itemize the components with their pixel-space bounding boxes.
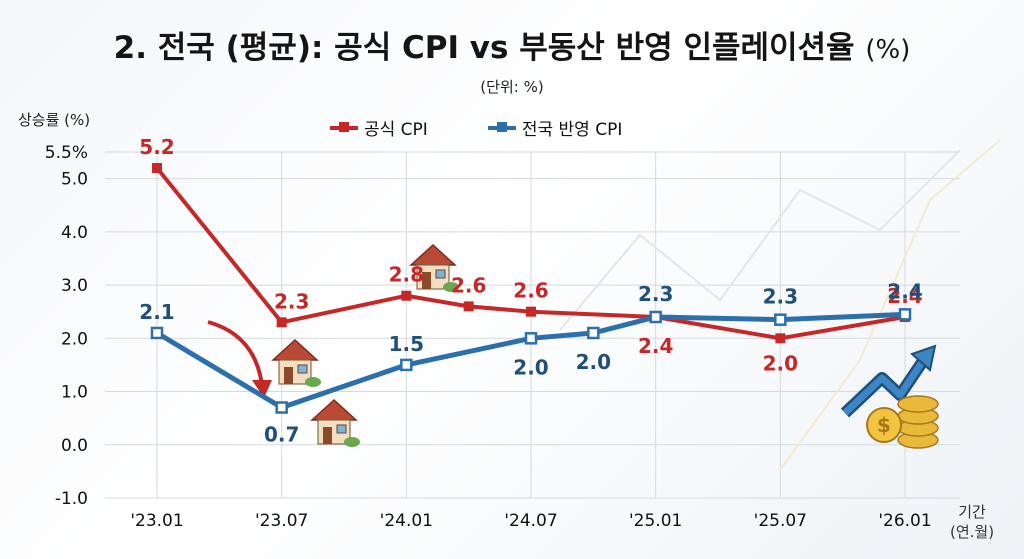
data-label: 5.2 — [139, 135, 174, 159]
x-axis-label-line2: (연.월) — [950, 523, 995, 541]
data-label: 0.7 — [264, 423, 299, 447]
y-tick-label: 4.0 — [61, 223, 88, 243]
data-marker — [150, 326, 164, 340]
data-label: 2.6 — [513, 279, 548, 303]
data-label: 2.3 — [763, 285, 798, 309]
data-marker — [524, 332, 538, 345]
house-bush — [305, 377, 321, 387]
data-label: 2.4 — [638, 334, 673, 358]
legend-label-national-cpi: 전국 반영 CPI — [521, 120, 623, 140]
house-roof — [310, 398, 358, 421]
house-bush — [344, 437, 360, 447]
legend-item-official-cpi: 공식 CPI — [330, 115, 428, 140]
house-window — [297, 364, 308, 374]
curved-arrow-head — [252, 380, 272, 398]
y-tick-label: 0.0 — [61, 436, 88, 456]
coin-face — [866, 407, 902, 443]
x-tick-label: '24.01 — [380, 511, 433, 531]
data-label: 2.0 — [513, 355, 548, 379]
series-line-official-cpi — [155, 166, 906, 341]
x-tick-label: '25.01 — [629, 511, 682, 531]
house-window — [435, 269, 446, 279]
data-label: 2.0 — [763, 351, 798, 375]
data-marker — [276, 317, 287, 328]
legend-item-national-cpi: 전국 반영 CPI — [487, 115, 623, 140]
coin-stack-disc — [897, 395, 939, 413]
background-trend-line — [559, 149, 961, 331]
data-label: 2.3 — [274, 289, 309, 313]
x-tick-label: '26.01 — [878, 511, 931, 531]
x-tick-label: '23.01 — [130, 511, 183, 531]
data-marker — [400, 358, 413, 372]
data-label: 1.5 — [389, 332, 424, 356]
house-roof — [271, 338, 319, 361]
y-tick-label: 5.0 — [61, 170, 88, 190]
trend-arrow-head — [910, 344, 937, 372]
chart-title-text: 2. 전국 (평균): 공식 CPI vs 부동산 반영 인플레이션율 — [113, 30, 855, 66]
data-marker — [774, 313, 787, 326]
house-door — [323, 427, 332, 444]
x-tick-label: '24.07 — [504, 511, 557, 531]
house-icon — [271, 338, 321, 387]
legend-swatch-red — [330, 121, 358, 132]
data-label: 2.4 — [887, 279, 922, 303]
legend-label-official-cpi: 공식 CPI — [364, 120, 428, 140]
data-marker — [401, 290, 412, 301]
house-window — [336, 424, 347, 434]
data-label: 2.1 — [139, 300, 174, 324]
coins-icon: $ — [866, 395, 939, 449]
chart-subtitle: (단위: %) — [480, 78, 544, 96]
house-icon — [409, 243, 459, 292]
data-marker — [152, 162, 162, 173]
x-tick-label: '23.07 — [255, 511, 308, 531]
background-glow-line — [779, 139, 1001, 471]
data-marker — [775, 333, 786, 344]
y-tick-label: 2.0 — [61, 329, 88, 349]
house-door — [284, 367, 293, 384]
data-marker — [649, 310, 662, 324]
house-door — [422, 272, 431, 289]
dollar-glyph: $ — [877, 413, 891, 437]
chart-title: 2. 전국 (평균): 공식 CPI vs 부동산 반영 인플레이션율 (%) — [0, 22, 1024, 67]
data-marker — [587, 326, 600, 340]
series-line-national-cpi — [155, 311, 906, 411]
data-label: 2.8 — [389, 263, 424, 287]
trend-arrow-icon — [840, 344, 937, 418]
legend: 공식 CPI 전국 반영 CPI — [330, 115, 622, 140]
x-tick-label: '25.07 — [754, 511, 807, 531]
x-axis-label-line1: 기간 — [958, 503, 986, 521]
x-axis-label: 기간 (연.월) — [950, 502, 994, 542]
chart-title-suffix: (%) — [865, 35, 911, 65]
data-marker — [898, 308, 912, 321]
data-label: 2.6 — [451, 273, 486, 297]
data-marker — [526, 306, 536, 317]
data-marker — [275, 401, 288, 414]
y-axis-label: 상승률 (%) — [18, 111, 91, 129]
trend-arrow-body — [842, 356, 928, 416]
data-label: 2.0 — [576, 350, 611, 374]
y-tick-label: 3.0 — [61, 276, 88, 296]
curved-arrow-icon — [207, 320, 272, 398]
y-tick-label: 5.5% — [45, 143, 88, 163]
legend-swatch-blue — [487, 121, 516, 132]
data-label: 2.3 — [638, 282, 673, 306]
data-marker — [463, 301, 474, 312]
y-tick-label: 1.0 — [61, 383, 88, 403]
house-icon — [310, 398, 360, 447]
house-bush — [443, 282, 459, 292]
data-label: 2.4 — [887, 284, 922, 308]
y-tick-label: -1.0 — [55, 489, 88, 509]
curved-arrow-shaft — [207, 320, 264, 386]
